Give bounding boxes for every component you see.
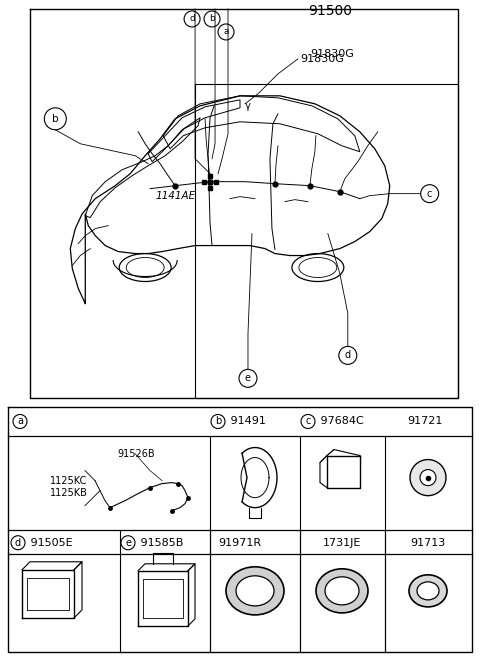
Text: 1125KB: 1125KB: [50, 487, 88, 498]
Text: a: a: [223, 28, 229, 37]
Text: 91585B: 91585B: [137, 538, 183, 548]
Text: 91500: 91500: [308, 4, 352, 18]
Text: 91526B: 91526B: [118, 449, 155, 459]
Text: 1731JE: 1731JE: [323, 538, 361, 548]
Ellipse shape: [226, 567, 284, 615]
Text: b: b: [209, 14, 215, 24]
Text: d: d: [15, 538, 21, 548]
Text: a: a: [17, 417, 23, 426]
Text: b: b: [215, 417, 221, 426]
Text: 1141AE: 1141AE: [155, 191, 195, 201]
Text: c: c: [427, 189, 432, 199]
Ellipse shape: [417, 582, 439, 600]
Text: b: b: [52, 113, 59, 124]
Circle shape: [410, 460, 446, 496]
Ellipse shape: [316, 569, 368, 613]
Text: 1125KC: 1125KC: [50, 476, 87, 485]
Text: 91491: 91491: [227, 417, 266, 426]
Text: 91505E: 91505E: [27, 538, 72, 548]
Ellipse shape: [409, 575, 447, 607]
Ellipse shape: [325, 577, 359, 605]
Text: 91713: 91713: [410, 538, 445, 548]
Text: e: e: [245, 373, 251, 383]
Text: 91971R: 91971R: [218, 538, 262, 548]
Text: c: c: [305, 417, 311, 426]
Text: d: d: [345, 350, 351, 360]
Ellipse shape: [236, 576, 274, 606]
Text: 91830G: 91830G: [310, 49, 354, 59]
Text: 97684C: 97684C: [317, 417, 364, 426]
Text: d: d: [189, 14, 195, 24]
Text: γ: γ: [245, 101, 251, 111]
Text: e: e: [125, 538, 131, 548]
Circle shape: [420, 470, 436, 485]
Text: 91721: 91721: [407, 417, 443, 426]
Text: 91830G: 91830G: [300, 54, 344, 64]
